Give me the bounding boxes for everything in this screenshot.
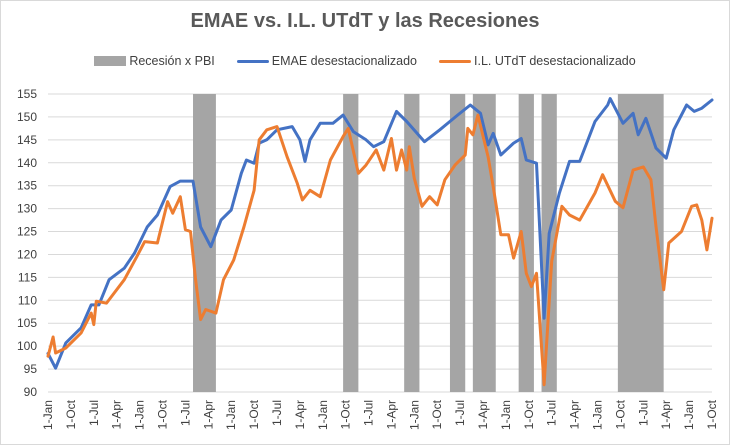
recession-band	[193, 94, 216, 392]
y-tick-label: 95	[24, 362, 38, 376]
legend-swatch-emae	[236, 59, 269, 63]
x-tick-label: 1-Jan	[224, 400, 238, 430]
series-line-emae	[46, 97, 714, 370]
x-tick-label: 1-Jul	[636, 400, 650, 426]
y-tick-label: 150	[17, 110, 37, 124]
y-tick-label: 155	[17, 87, 37, 101]
legend-label-recession: Recesión x PBI	[129, 54, 215, 68]
y-tick-label: 135	[17, 179, 37, 193]
y-tick-label: 100	[17, 339, 37, 353]
recession-band	[449, 94, 466, 392]
x-tick-label: 1-Apr	[659, 400, 673, 429]
x-tick-label: 1-Jan	[499, 400, 513, 430]
y-tick-label: 115	[18, 270, 37, 284]
recession-band	[518, 94, 534, 392]
legend-label-emae: EMAE desestacionalizado	[271, 54, 418, 68]
y-tick-label: 140	[17, 156, 37, 170]
x-tick-label: 1-Jul	[545, 400, 559, 426]
x-tick-label: 1-Jan	[133, 400, 147, 430]
x-tick-label: 1-Jul	[87, 400, 101, 426]
y-tick-label: 125	[17, 225, 37, 239]
x-tick-label: 1-Oct	[155, 399, 169, 429]
x-tick-label: 1-Oct	[339, 399, 353, 429]
recession-band	[404, 94, 420, 392]
x-tick-label: 1-Oct	[64, 399, 78, 429]
x-tick-label: 1-Apr	[476, 400, 490, 429]
recession-band	[343, 94, 359, 392]
x-tick-label: 1-Apr	[110, 400, 124, 429]
y-tick-label: 130	[17, 202, 37, 216]
legend-item-recession: Recesión x PBI	[94, 54, 215, 68]
y-tick-label: 110	[18, 293, 37, 307]
series-line-il-utdt	[46, 113, 714, 387]
x-tick-label: 1-Jul	[270, 400, 284, 426]
x-tick-label: 1-Apr	[201, 400, 215, 429]
x-tick-label: 1-Oct	[430, 399, 444, 429]
x-tick-label: 1-Apr	[568, 400, 582, 429]
legend-item-il-utdt: I.L. UTdT desestacionalizado	[439, 54, 636, 68]
x-tick-label: 1-Jan	[316, 400, 330, 430]
legend-label-il-utdt: I.L. UTdT desestacionalizado	[474, 54, 636, 68]
x-tick-label: 1-Oct	[247, 399, 261, 429]
x-tick-label: 1-Jan	[682, 400, 696, 430]
y-tick-label: 120	[17, 247, 37, 261]
x-tick-label: 1-Jul	[362, 400, 376, 426]
y-tick-label: 105	[17, 316, 37, 330]
x-tick-label: 1-Oct	[613, 399, 627, 429]
legend: Recesión x PBI EMAE desestacionalizado I…	[0, 54, 730, 68]
x-tick-label: 1-Jan	[407, 400, 421, 430]
x-tick-label: 1-Jan	[591, 400, 605, 430]
x-tick-label: 1-Jul	[178, 400, 192, 426]
x-tick-label: 1-Apr	[293, 400, 307, 429]
legend-item-emae: EMAE desestacionalizado	[236, 54, 418, 68]
legend-swatch-il-utdt	[439, 59, 472, 63]
y-tick-label: 145	[17, 133, 37, 147]
x-tick-label: 1-Jan	[41, 400, 55, 430]
chart-title: EMAE vs. I.L. UTdT y las Recesiones	[190, 10, 540, 32]
x-tick-label: 1-Jul	[453, 400, 467, 426]
legend-swatch-recession	[94, 56, 127, 66]
y-tick-label: 90	[24, 385, 38, 399]
x-tick-label: 1-Apr	[384, 400, 398, 429]
x-tick-label: 1-Oct	[705, 399, 719, 429]
x-tick-label: 1-Oct	[522, 399, 536, 429]
